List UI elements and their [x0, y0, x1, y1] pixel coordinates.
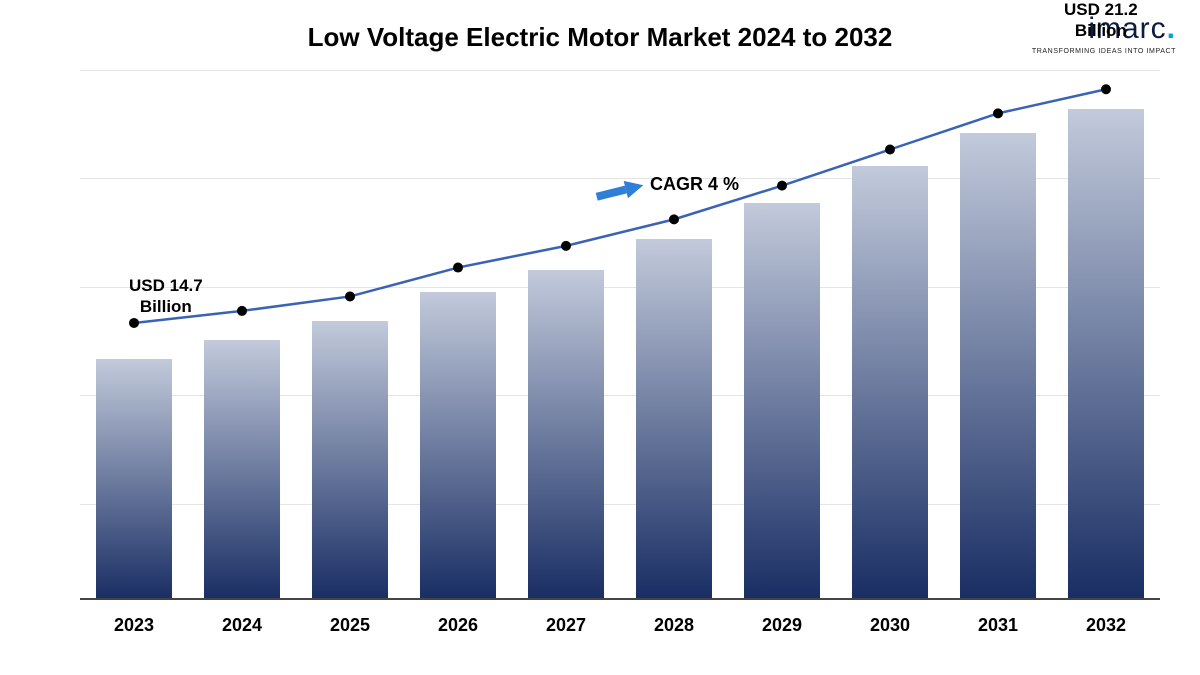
x-axis-labels: 2023202420252026202720282029203020312032: [80, 615, 1160, 645]
data-marker: [129, 318, 139, 328]
label-line: Billion: [1064, 21, 1138, 41]
end-value-label: USD 21.2Billion: [1064, 0, 1138, 41]
chart-title: Low Voltage Electric Motor Market 2024 t…: [0, 22, 1200, 53]
data-marker: [345, 291, 355, 301]
label-line: Billion: [129, 297, 203, 317]
logo-tagline: TRANSFORMING IDEAS INTO IMPACT: [1032, 48, 1176, 55]
x-tick-label: 2024: [188, 615, 296, 636]
x-tick-label: 2032: [1052, 615, 1160, 636]
start-value-label: USD 14.7Billion: [129, 276, 203, 317]
x-tick-label: 2025: [296, 615, 404, 636]
label-line: USD 14.7: [129, 276, 203, 296]
trend-line: [134, 89, 1106, 323]
data-marker: [885, 145, 895, 155]
x-tick-label: 2030: [836, 615, 944, 636]
x-tick-label: 2026: [404, 615, 512, 636]
chart-container: Low Voltage Electric Motor Market 2024 t…: [0, 0, 1200, 675]
data-marker: [561, 241, 571, 251]
data-marker: [453, 263, 463, 273]
data-marker: [237, 306, 247, 316]
data-marker: [1101, 84, 1111, 94]
data-marker: [993, 108, 1003, 118]
label-line: USD 21.2: [1064, 0, 1138, 20]
x-tick-label: 2027: [512, 615, 620, 636]
x-tick-label: 2029: [728, 615, 836, 636]
arrow-icon: [590, 178, 650, 204]
x-tick-label: 2031: [944, 615, 1052, 636]
cagr-text: CAGR 4 %: [650, 174, 739, 195]
x-axis-baseline: [80, 598, 1160, 600]
data-marker: [777, 181, 787, 191]
data-marker: [669, 214, 679, 224]
x-tick-label: 2028: [620, 615, 728, 636]
line-overlay: [80, 70, 1160, 600]
logo-dot-icon: .: [1167, 12, 1176, 45]
x-tick-label: 2023: [80, 615, 188, 636]
plot-area: USD 14.7Billion USD 21.2Billion CAGR 4 %: [80, 70, 1160, 600]
